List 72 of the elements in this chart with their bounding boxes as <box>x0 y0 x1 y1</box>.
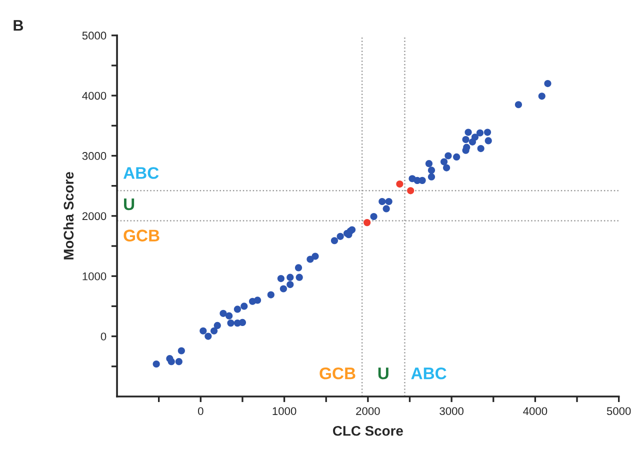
point <box>336 232 344 240</box>
annotation: ABC <box>411 367 446 380</box>
point <box>240 302 248 310</box>
point <box>286 281 294 288</box>
x-tick-label: 3000 <box>440 407 464 416</box>
point <box>214 322 221 330</box>
point <box>238 318 246 326</box>
point <box>425 160 433 168</box>
point <box>544 80 552 88</box>
y-tick-label: 1000 <box>82 272 106 280</box>
x-tick-label: 1000 <box>272 407 296 416</box>
point <box>267 291 274 298</box>
annotation: U <box>378 368 388 380</box>
point <box>277 274 284 282</box>
annotation: U <box>124 198 134 210</box>
y-tick-label: 5000 <box>82 32 106 40</box>
point <box>428 166 436 174</box>
y-tick-label: 0 <box>100 332 106 340</box>
point <box>364 219 371 226</box>
point <box>484 128 492 136</box>
point <box>382 205 390 212</box>
point <box>418 176 426 184</box>
point <box>440 158 448 166</box>
point <box>514 101 522 108</box>
point <box>538 92 546 100</box>
point <box>484 137 492 144</box>
point <box>443 164 450 172</box>
point <box>168 358 175 366</box>
point <box>294 264 302 272</box>
point <box>175 358 182 366</box>
point <box>234 306 241 313</box>
y-axis-title: MoCha Score <box>63 172 74 260</box>
annotation: ABC <box>123 167 159 179</box>
point <box>378 198 386 206</box>
y-tick-label: 2000 <box>82 212 106 220</box>
x-axis-title: CLC Score <box>332 426 403 436</box>
point <box>453 153 460 161</box>
point <box>476 129 484 136</box>
point <box>280 285 287 292</box>
point <box>407 187 414 194</box>
point <box>385 198 392 206</box>
point <box>370 213 378 220</box>
point <box>463 144 470 151</box>
point <box>396 180 404 188</box>
y-tick-label: 3000 <box>82 152 106 160</box>
point <box>296 274 303 281</box>
text: B <box>14 20 24 31</box>
point <box>254 296 262 304</box>
point <box>330 237 338 244</box>
point <box>286 274 294 281</box>
annotation: GCB <box>124 230 160 242</box>
point <box>204 332 212 340</box>
point <box>464 128 472 136</box>
point <box>210 327 218 334</box>
y-tick-label: 4000 <box>82 92 106 100</box>
point <box>220 310 227 317</box>
point <box>226 312 233 320</box>
point <box>462 136 470 144</box>
point <box>152 360 160 368</box>
point <box>444 152 452 160</box>
annotation: GCB <box>320 367 356 380</box>
point <box>312 252 319 260</box>
point <box>178 347 185 354</box>
point <box>428 173 436 180</box>
x-tick-label: 4000 <box>523 407 548 416</box>
point <box>227 320 234 327</box>
point <box>471 134 479 141</box>
point <box>200 327 207 334</box>
point <box>477 145 484 152</box>
x-tick-label: 2000 <box>356 407 380 416</box>
x-tick-label: 5000 <box>606 407 631 416</box>
x-tick-label: 0 <box>198 407 204 416</box>
